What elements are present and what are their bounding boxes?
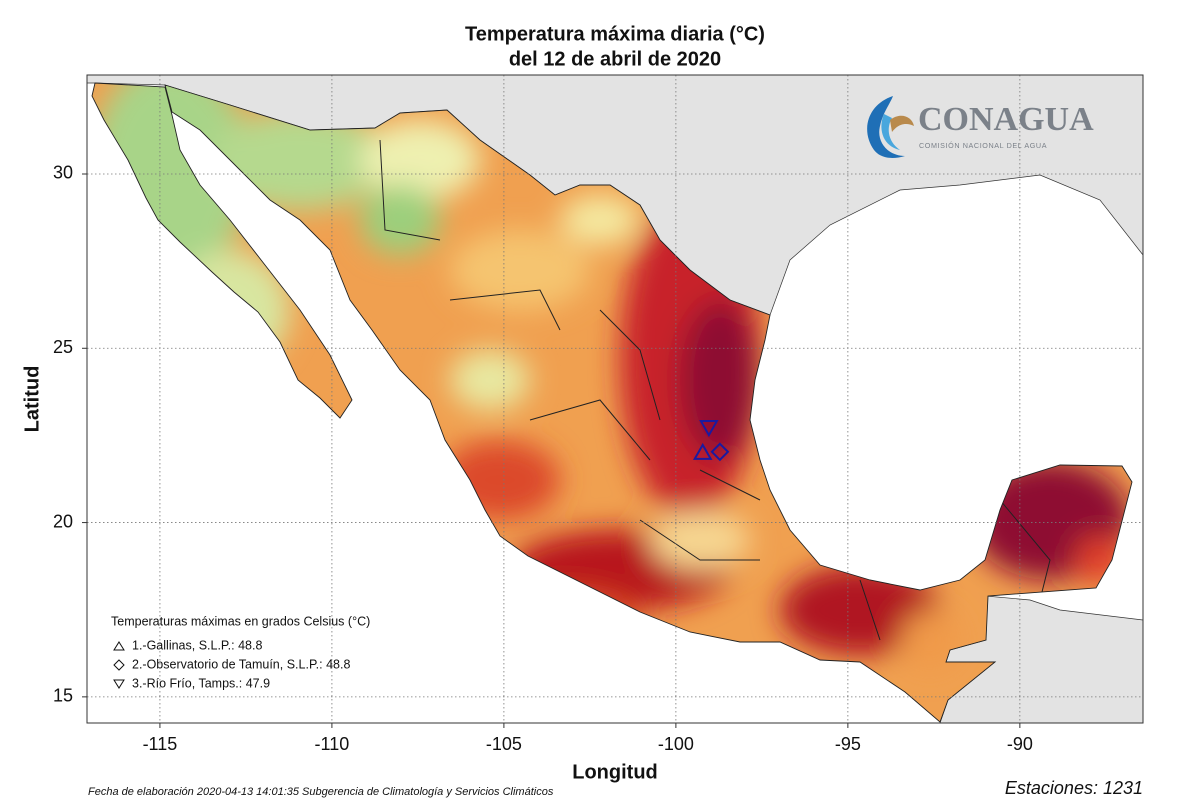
stations-count: Estaciones: 1231 bbox=[1005, 778, 1143, 798]
legend: Temperaturas máximas en grados Celsius (… bbox=[111, 614, 370, 690]
x-tick-label: -105 bbox=[486, 734, 522, 754]
grid bbox=[87, 75, 1143, 723]
x-tick-label: -90 bbox=[1007, 734, 1033, 754]
y-tick-label: 15 bbox=[53, 686, 73, 706]
legend-entry: 1.-Gallinas, S.L.P.: 48.8 bbox=[132, 638, 262, 652]
x-tick-label: -115 bbox=[143, 734, 178, 754]
legend-symbol bbox=[113, 641, 125, 651]
title-line-2: del 12 de abril de 2020 bbox=[509, 48, 721, 70]
x-tick-label: -95 bbox=[835, 734, 861, 754]
y-tick-label: 25 bbox=[53, 337, 73, 357]
y-tick-label: 30 bbox=[53, 163, 73, 183]
stations bbox=[692, 420, 730, 462]
legend-symbol bbox=[113, 679, 125, 689]
footer: Fecha de elaboración 2020-04-13 14:01:35… bbox=[88, 786, 554, 798]
y-tick-label: 20 bbox=[53, 511, 73, 531]
logo: CONAGUA COMISIÓN NACIONAL DEL AGUA bbox=[867, 96, 1094, 158]
station-marker bbox=[699, 420, 719, 438]
legend-entry: 3.-Río Frío, Tamps.: 47.9 bbox=[132, 676, 270, 690]
logo-name: CONAGUA bbox=[918, 101, 1094, 138]
y-axis-label: Latitud bbox=[21, 366, 43, 433]
map-area: CONAGUA COMISIÓN NACIONAL DEL AGUA bbox=[87, 75, 1143, 723]
title-line-1: Temperatura máxima diaria (°C) bbox=[465, 23, 765, 45]
x-axis-label: Longitud bbox=[572, 761, 658, 783]
x-tick-label: -100 bbox=[658, 734, 694, 754]
station-marker bbox=[710, 442, 730, 462]
legend-symbol bbox=[113, 659, 125, 671]
legend-title: Temperaturas máximas en grados Celsius (… bbox=[111, 614, 370, 628]
station-marker bbox=[692, 442, 713, 460]
legend-entry: 2.-Observatorio de Tamuín, S.L.P.: 48.8 bbox=[132, 657, 350, 671]
coastline bbox=[91, 82, 1133, 723]
logo-subtitle: COMISIÓN NACIONAL DEL AGUA bbox=[919, 141, 1047, 150]
plot-frame bbox=[86, 74, 1144, 724]
x-tick-label: -110 bbox=[315, 734, 350, 754]
axes: -115 -110 -105 -100 -95 -90 15 20 25 30 bbox=[53, 163, 1033, 754]
